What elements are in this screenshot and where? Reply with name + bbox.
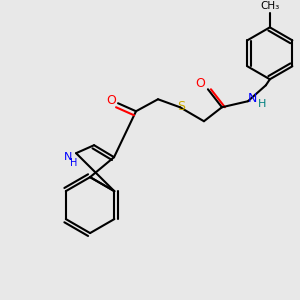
Text: O: O bbox=[195, 77, 205, 90]
Text: CH₃: CH₃ bbox=[260, 2, 280, 11]
Text: H: H bbox=[70, 158, 78, 168]
Text: N: N bbox=[248, 92, 258, 105]
Text: H: H bbox=[258, 99, 266, 109]
Text: O: O bbox=[106, 94, 116, 107]
Text: S: S bbox=[177, 100, 185, 113]
Text: N: N bbox=[64, 152, 72, 162]
